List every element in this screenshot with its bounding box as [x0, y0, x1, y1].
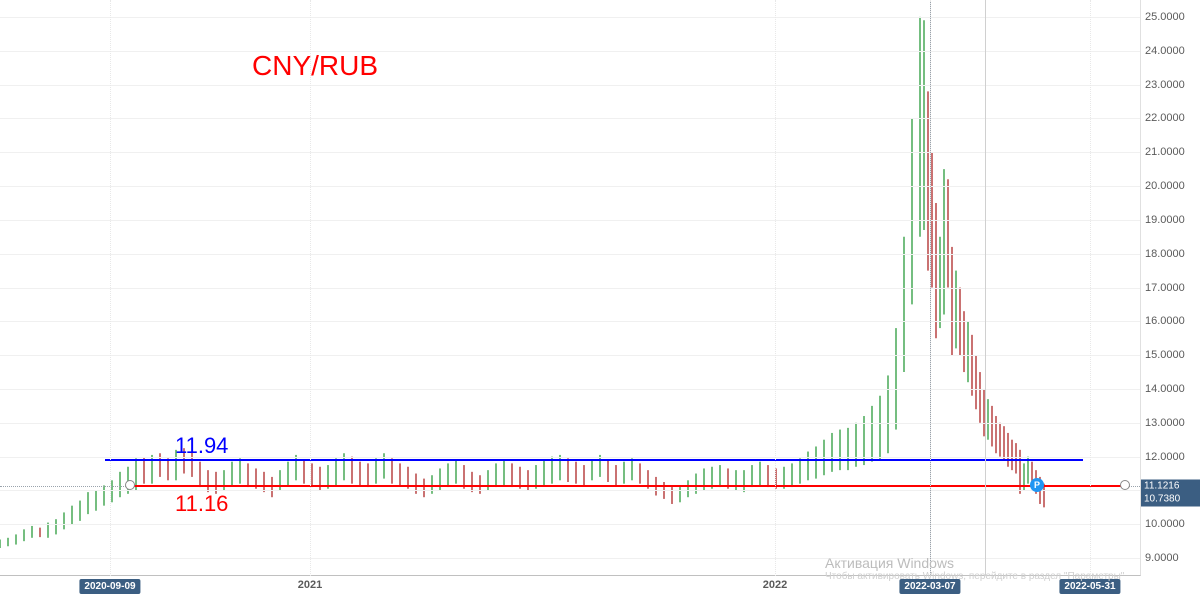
y-tick-label: 16.0000	[1145, 315, 1185, 327]
price-flag: 11.1216	[1141, 480, 1200, 493]
watermark-line1: Активация Windows	[825, 555, 954, 571]
chart-title: CNY/RUB	[252, 50, 378, 82]
x-tick-label: 2021	[298, 579, 322, 591]
windows-watermark: Активация Windows Чтобы активировать Win…	[825, 555, 1124, 582]
line-endpoint[interactable]	[125, 480, 135, 490]
y-tick-label: 18.0000	[1145, 248, 1185, 260]
y-tick-label: 24.0000	[1145, 45, 1185, 57]
y-tick-label: 12.0000	[1145, 451, 1185, 463]
p-marker[interactable]: P	[1030, 478, 1044, 492]
y-tick-label: 21.0000	[1145, 146, 1185, 158]
y-tick-label: 22.0000	[1145, 112, 1185, 124]
x-tick-label: 2020-09-09	[79, 579, 140, 594]
y-tick-label: 20.0000	[1145, 180, 1185, 192]
y-tick-label: 19.0000	[1145, 214, 1185, 226]
hline-support[interactable]	[130, 485, 1125, 487]
y-tick-label: 23.0000	[1145, 79, 1185, 91]
watermark-line2: Чтобы активировать Windows, перейдите в …	[825, 571, 1124, 582]
hline-label-support: 11.16	[175, 491, 228, 517]
y-tick-label: 17.0000	[1145, 282, 1185, 294]
line-endpoint[interactable]	[1120, 480, 1130, 490]
y-tick-label: 14.0000	[1145, 383, 1185, 395]
y-tick-label: 25.0000	[1145, 11, 1185, 23]
y-tick-label: 15.0000	[1145, 349, 1185, 361]
chart-plot-area[interactable]: CNY/RUB 11.94 11.16 P	[0, 0, 1141, 576]
x-tick-label: 2022	[763, 579, 787, 591]
price-flag: 10.7380	[1141, 493, 1200, 506]
y-tick-label: 10.0000	[1145, 518, 1185, 530]
y-tick-label: 9.0000	[1145, 552, 1179, 564]
hline-label-resistance: 11.94	[175, 433, 228, 459]
y-tick-label: 13.0000	[1145, 417, 1185, 429]
hline-resistance[interactable]	[105, 459, 1083, 461]
